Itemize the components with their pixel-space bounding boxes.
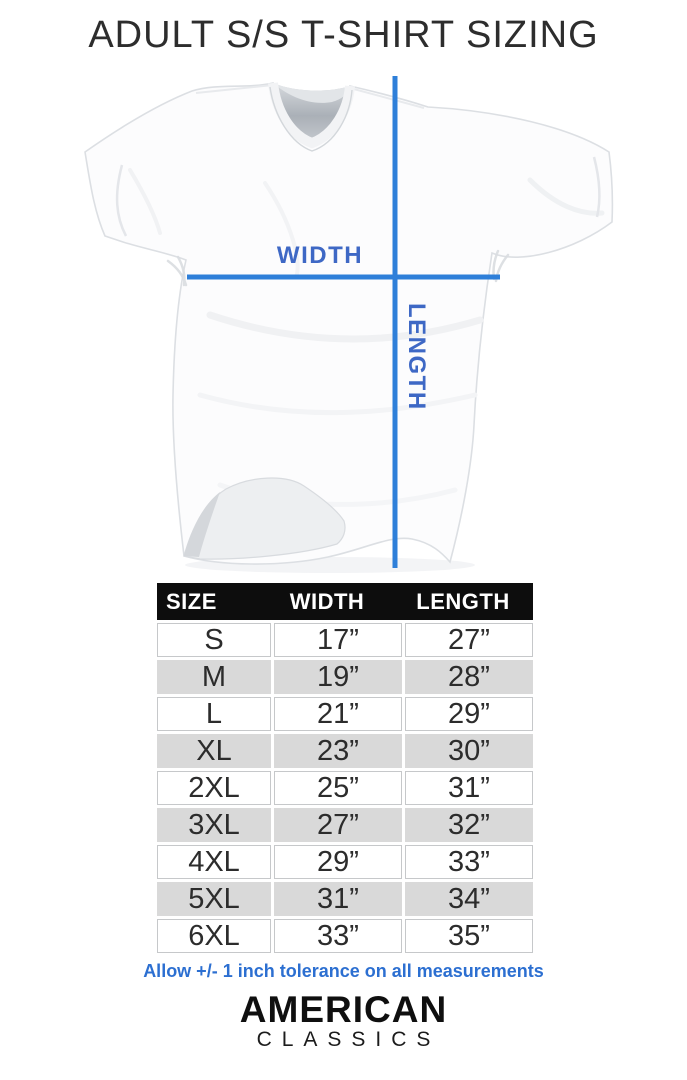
wrinkle-shading [128, 168, 605, 507]
size-cell: 5XL [157, 882, 271, 916]
brand-name-top: AMERICAN [239, 989, 448, 1030]
right-shoulder-seam [349, 87, 425, 109]
hem-fold-shadow [184, 492, 220, 557]
size-cell: 2XL [157, 771, 271, 805]
size-chart-table: SIZE WIDTH LENGTH S 17” 27” M 19” 28” L … [157, 583, 533, 953]
size-cell: 6XL [157, 919, 271, 953]
length-measure-label: LENGTH [403, 303, 430, 411]
length-cell: 31” [405, 771, 533, 805]
brand-name-bottom: CLASSICS [256, 1028, 441, 1051]
shirt-body [84, 82, 614, 565]
brand-logo: AMERICAN CLASSICS [0, 989, 687, 1051]
column-header-length: LENGTH [416, 588, 510, 614]
left-cuff-seam [115, 164, 128, 237]
size-cell: 3XL [157, 808, 271, 842]
size-chart-body: S 17” 27” M 19” 28” L 21” 29” XL 23” 30”… [157, 623, 533, 953]
length-cell: 32” [405, 808, 533, 842]
width-cell: 19” [274, 660, 402, 694]
column-header-width: WIDTH [289, 588, 365, 614]
width-cell: 31” [274, 882, 402, 916]
size-cell: L [157, 697, 271, 731]
back-collar-band [273, 83, 350, 103]
length-cell: 29” [405, 697, 533, 731]
front-collar-band [268, 82, 355, 149]
collar-seam [269, 86, 353, 152]
width-cell: 27” [274, 808, 402, 842]
tshirt-measurement-diagram [60, 65, 640, 580]
size-cell: XL [157, 734, 271, 768]
page-title: ADULT S/S T-SHIRT SIZING [88, 14, 599, 56]
length-cell: 34” [405, 882, 533, 916]
length-cell: 33” [405, 845, 533, 879]
length-cell: 35” [405, 919, 533, 953]
width-cell: 33” [274, 919, 402, 953]
width-cell: 21” [274, 697, 402, 731]
size-cell: S [157, 623, 271, 657]
length-cell: 28” [405, 660, 533, 694]
width-measure-label: WIDTH [276, 242, 364, 269]
width-cell: 23” [274, 734, 402, 768]
width-cell: 25” [274, 771, 402, 805]
length-cell: 30” [405, 734, 533, 768]
width-cell: 29” [274, 845, 402, 879]
size-chart-header-row: SIZE WIDTH LENGTH [157, 583, 533, 620]
tshirt-illustration [84, 76, 614, 573]
size-cell: M [157, 660, 271, 694]
size-cell: 4XL [157, 845, 271, 879]
left-shoulder-seam [195, 84, 274, 94]
width-cell: 17” [274, 623, 402, 657]
length-cell: 27” [405, 623, 533, 657]
tolerance-note: Allow +/- 1 inch tolerance on all measur… [143, 961, 544, 981]
right-cuff-seam [592, 156, 601, 218]
column-header-size: SIZE [166, 588, 217, 614]
